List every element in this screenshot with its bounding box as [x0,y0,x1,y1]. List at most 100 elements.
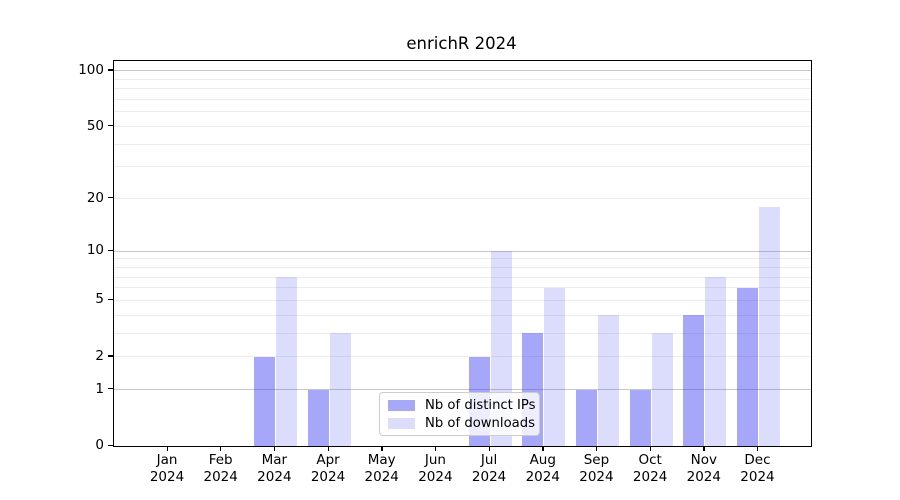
year-label: 2024 [632,469,668,485]
gridline-major [114,70,811,72]
gridline-minor [114,166,811,168]
y-tick-label: 100 [78,61,104,78]
x-tick-mark [381,446,383,452]
bar-downloads-aug [544,287,566,446]
bar-distinct-ips-dec [736,287,758,446]
year-label: 2024 [418,469,453,485]
gridline-minor [114,99,811,101]
bar-distinct-ips-oct [629,389,651,446]
month-label: Mar [261,452,288,468]
legend-swatch-downloads [388,417,415,429]
y-tick-mark [108,388,113,390]
x-tick-label-jan: Jan 2024 [135,452,199,486]
bar-distinct-ips-nov [683,315,705,446]
month-label: Sep [583,452,610,468]
x-tick-label-dec: Dec 2024 [725,452,789,486]
plot-area [113,60,812,447]
year-label: 2024 [471,469,507,485]
x-tick-label-jul: Jul 2024 [457,452,521,486]
bar-distinct-ips-sep [575,389,597,446]
year-label: 2024 [310,469,346,485]
x-tick-label-apr: Apr 2024 [296,452,360,486]
gridline-major [114,389,811,391]
year-label: 2024 [686,469,721,485]
y-tick-mark [108,444,113,446]
x-tick-label-jun: Jun 2024 [403,452,467,486]
bar-distinct-ips-mar [253,356,275,446]
bar-downloads-nov [705,277,727,446]
month-label: Jan [156,452,178,468]
bar-downloads-oct [651,333,673,446]
gridline-minor [114,314,811,316]
x-tick-label-sep: Sep 2024 [564,452,628,486]
gridline-minor [114,198,811,200]
y-tick-label: 0 [95,437,104,453]
gridline-minor [114,299,811,301]
y-tick-label: 2 [95,347,104,364]
gridline-minor [114,276,811,278]
gridline-minor [114,143,811,145]
y-tick-mark [108,355,113,357]
month-label: Dec [744,452,771,468]
x-tick-mark [434,446,437,452]
y-tick-mark [108,125,113,127]
year-label: 2024 [525,469,560,485]
legend-label-distinct-ips: Nb of distinct IPs [425,397,536,413]
y-tick-label: 20 [86,189,104,206]
y-tick-label: 50 [86,117,104,134]
year-label: 2024 [579,469,614,485]
gridline-minor [114,287,811,289]
legend-label-downloads: Nb of downloads [425,415,535,431]
legend-swatch-distinct-ips [388,399,415,411]
month-label: May [367,452,396,468]
x-tick-mark [756,446,759,452]
chart-title: enrichR 2024 [406,34,517,53]
x-tick-mark [595,446,598,452]
x-tick-label-oct: Oct 2024 [618,452,682,486]
y-tick-label: 1 [95,380,104,397]
gridline-minor [114,258,811,260]
month-label: Feb [208,452,233,468]
gridline-minor [114,266,811,268]
gridline-minor [114,126,811,127]
year-label: 2024 [364,469,399,485]
x-tick-label-aug: Aug 2024 [511,452,575,486]
x-tick-label-feb: Feb 2024 [189,452,253,486]
year-label: 2024 [257,469,292,485]
bar-downloads-apr [329,333,351,446]
x-tick-mark [488,446,490,452]
gridline-minor [114,88,811,90]
y-tick-mark [108,298,113,301]
x-tick-mark [166,446,168,452]
x-tick-label-mar: Mar 2024 [242,452,306,486]
x-tick-mark [327,446,329,452]
y-tick-mark [108,69,113,71]
bar-downloads-mar [275,277,297,446]
y-tick-label: 10 [86,242,104,259]
x-tick-mark [273,446,276,452]
month-label: Jun [424,452,446,468]
y-tick-mark [108,197,113,199]
year-label: 2024 [203,469,238,485]
gridline-minor [114,332,811,334]
bar-distinct-ips-apr [307,389,329,446]
x-tick-mark [542,446,544,452]
legend-entry-distinct-ips: Nb of distinct IPs [388,398,536,413]
gridline-minor [114,356,811,358]
gridline-major [114,250,811,252]
month-label: Aug [529,452,556,468]
month-label: Oct [638,452,662,468]
x-tick-mark [649,446,651,452]
y-tick-label: 5 [95,291,104,308]
gridline-minor [114,78,811,80]
bar-downloads-sep [597,315,619,446]
x-tick-mark [703,446,705,452]
y-tick-mark [108,249,113,251]
year-label: 2024 [740,469,775,485]
legend: Nb of distinct IPs Nb of downloads [379,392,540,436]
x-tick-label-may: May 2024 [350,452,414,486]
x-tick-mark [220,446,222,452]
bar-downloads-dec [758,206,780,446]
gridline-minor [114,111,811,113]
